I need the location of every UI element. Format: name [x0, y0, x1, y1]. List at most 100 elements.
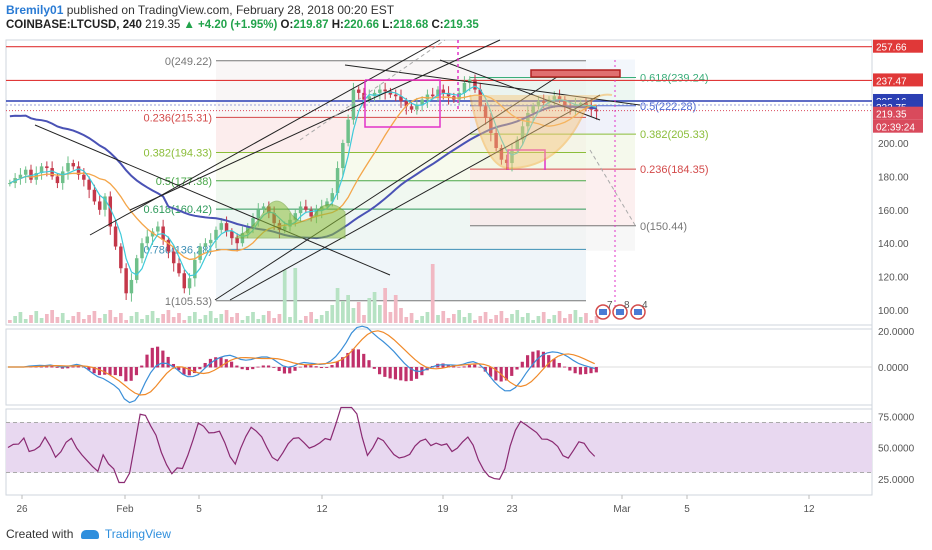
macd-hist-bar: [346, 352, 350, 368]
volume-bar: [76, 312, 81, 323]
flag-icon: [634, 309, 642, 315]
macd-hist-bar: [277, 367, 281, 372]
macd-hist-bar: [362, 353, 366, 368]
volume-bar: [203, 315, 208, 323]
candle-body: [446, 92, 451, 97]
candle-body: [108, 196, 113, 227]
candle-body: [113, 226, 118, 247]
trend-line: [229, 94, 601, 301]
low-label: L:: [382, 19, 394, 31]
candle-body: [467, 79, 472, 83]
volume-bar: [462, 317, 467, 323]
fib-label-left: 0(249.22): [165, 56, 212, 68]
volume-bar: [134, 312, 139, 323]
candle-body: [430, 94, 435, 97]
volume-bar: [335, 288, 340, 323]
symbol-label[interactable]: COINBASE:LTCUSD, 240: [6, 19, 142, 31]
volume-bar: [383, 288, 387, 323]
volume-bar: [446, 318, 451, 323]
signal-line: [8, 330, 595, 396]
candle-body: [341, 143, 345, 169]
close-label: C:: [431, 19, 444, 31]
target-box: [530, 69, 621, 78]
macd-hist-bar: [272, 367, 276, 368]
price-tick: 200.00: [878, 139, 909, 150]
macd-hist-bar: [219, 357, 223, 368]
volume-bar: [304, 316, 308, 323]
volume-bar: [198, 319, 202, 323]
volume-bar: [66, 320, 70, 323]
candle-body: [415, 104, 419, 110]
candle-body: [420, 99, 424, 105]
macd-hist-bar: [335, 361, 339, 368]
macd-hist-bar: [235, 365, 239, 368]
volume-bar: [594, 316, 599, 323]
candle-body: [124, 268, 128, 294]
candle-body: [76, 166, 81, 175]
volume-bar: [441, 311, 446, 323]
macd-hist-bar: [584, 367, 588, 375]
macd-hist-bar: [256, 366, 260, 368]
volume-bar: [108, 310, 113, 323]
volume-bar: [325, 311, 329, 323]
macd-hist-bar: [457, 366, 461, 368]
macd-hist-bar: [568, 367, 572, 371]
volume-bar: [8, 320, 12, 323]
tradingview-logo-icon[interactable]: [80, 530, 99, 539]
date-tick: 5: [196, 504, 202, 515]
candle-body: [578, 102, 583, 105]
macd-hist-bar: [251, 367, 255, 370]
macd-hist-bar: [483, 367, 487, 372]
volume-bar: [187, 316, 192, 323]
volume-bar: [494, 315, 498, 323]
macd-hist-bar: [182, 367, 186, 375]
ma-fast-line: [9, 85, 597, 277]
candle-body: [60, 171, 65, 184]
author-link[interactable]: Bremily01: [6, 3, 64, 17]
high-value: 220.66: [343, 19, 380, 31]
macd-hist-bar: [547, 355, 551, 368]
price-tick: 160.00: [878, 206, 909, 217]
macd-hist-bar: [214, 357, 218, 368]
volume-bar: [97, 318, 102, 323]
candle-body: [208, 239, 213, 244]
consolidation-box: [364, 79, 441, 128]
candle-body: [541, 101, 546, 103]
volume-bar: [150, 311, 155, 323]
macd-hist-bar: [399, 367, 403, 381]
volume-bar: [71, 316, 76, 323]
symbol-line: COINBASE:LTCUSD, 240 219.35 ▲ +4.20 (+1.…: [6, 19, 479, 31]
volume-bar: [161, 314, 165, 323]
candle-body: [203, 243, 208, 247]
volume-bar: [129, 316, 134, 323]
macd-hist-bar: [314, 366, 318, 368]
macd-hist-bar: [504, 367, 509, 381]
candle-body: [23, 169, 28, 175]
volume-bar: [346, 295, 350, 323]
macd-hist-bar: [441, 363, 445, 368]
volume-bar: [92, 311, 97, 323]
tradingview-brand[interactable]: TradingView: [104, 527, 171, 541]
volume-bar: [60, 313, 65, 323]
candle-body: [298, 206, 303, 214]
candle-body: [193, 259, 197, 279]
volume-bar: [568, 314, 572, 323]
volume-bar: [367, 298, 372, 323]
volume-bar: [103, 314, 107, 323]
date-tick: 5: [684, 504, 690, 515]
close-value: 219.35: [443, 19, 479, 31]
volume-bar: [55, 317, 60, 323]
candle-body: [150, 231, 155, 237]
volume-bar: [409, 313, 414, 323]
rsi-tick: 50.0000: [878, 444, 915, 455]
macd-hist-bar: [409, 367, 413, 381]
volume-bar: [388, 312, 393, 323]
macd-hist-bar: [134, 367, 139, 376]
fib-label-right: 0(150.44): [640, 221, 687, 233]
volume-bar: [483, 312, 488, 323]
candle-body: [261, 206, 266, 210]
macd-hist-bar: [140, 365, 144, 368]
volume-bar: [208, 311, 213, 323]
macd-hist-bar: [341, 357, 345, 368]
